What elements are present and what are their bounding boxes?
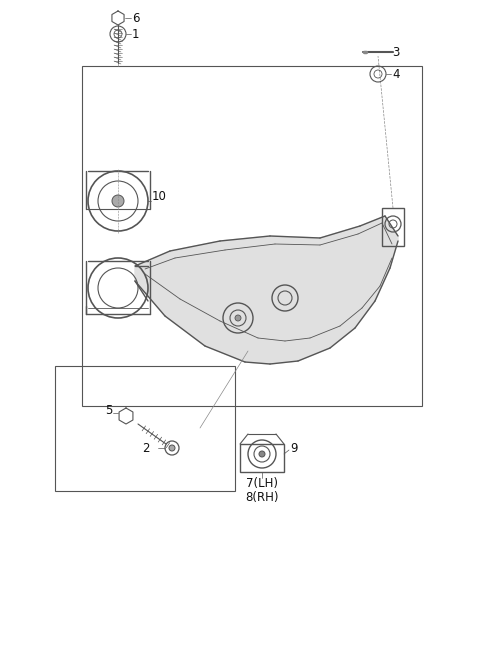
Text: 2: 2 [143,441,150,455]
Bar [240,444,284,472]
Text: 6: 6 [132,12,140,24]
Text: 10: 10 [152,190,167,203]
Circle shape [235,315,241,321]
Text: 8(RH): 8(RH) [245,491,279,504]
Bar [82,66,422,406]
Circle shape [169,445,175,451]
Text: 7(LH): 7(LH) [246,478,278,491]
Text: 5: 5 [105,405,112,417]
Polygon shape [135,216,398,364]
Bar [382,208,404,246]
Bar [55,366,235,491]
Text: 4: 4 [392,68,399,81]
Circle shape [112,195,124,207]
Circle shape [259,451,265,457]
Text: 1: 1 [132,28,140,41]
Text: 3: 3 [392,45,399,58]
Text: 9: 9 [290,441,298,455]
